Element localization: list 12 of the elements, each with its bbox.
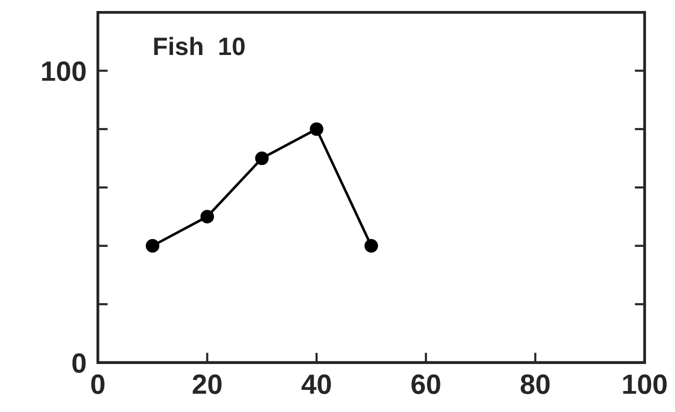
point [310,122,324,136]
x-tick-label: 40 [302,374,331,394]
annotation: Fish 10 [154,36,245,56]
x-tick-label: 100 [623,374,667,394]
point [364,239,378,253]
point [200,210,214,224]
point [146,239,160,253]
x-tick-label: 80 [520,374,550,394]
x-tick-label: 0 [91,374,104,394]
x-tick-label: 60 [411,374,440,394]
x-tick-label: 20 [192,374,222,394]
point [255,152,269,166]
